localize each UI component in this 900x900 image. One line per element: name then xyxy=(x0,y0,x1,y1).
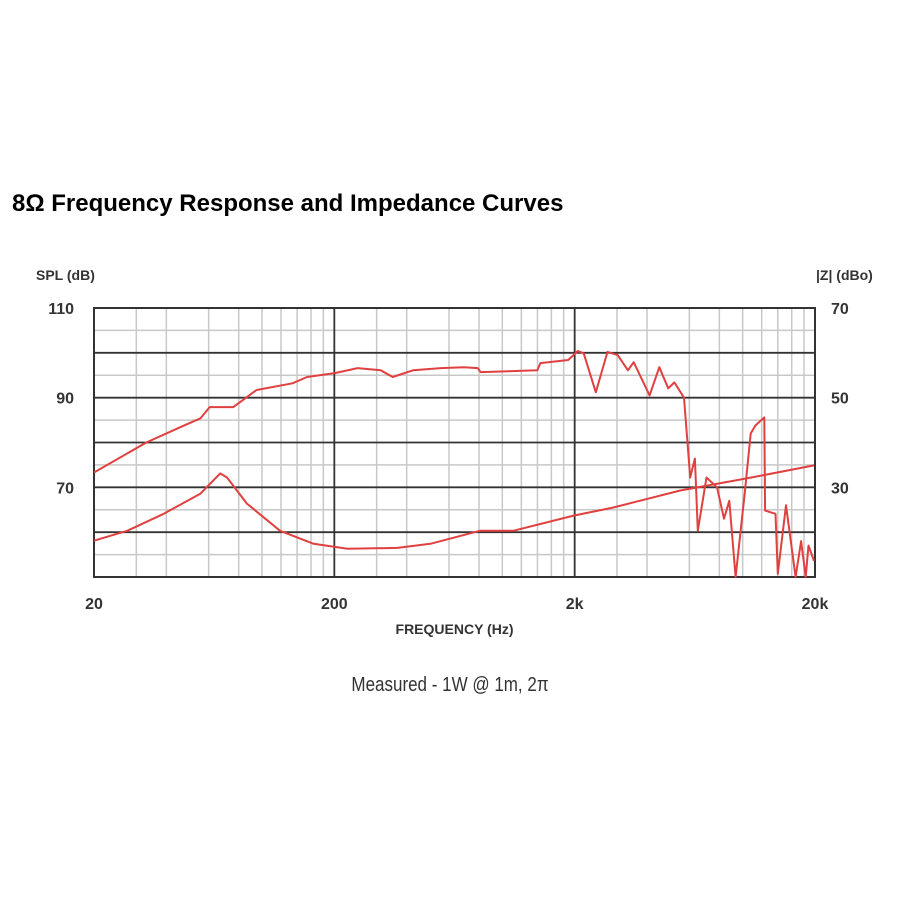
y2-tick-label: 70 xyxy=(831,301,849,318)
spl-frequency-response-line xyxy=(93,350,815,578)
y2-tick-label: 50 xyxy=(831,391,849,408)
y-tick-label: 70 xyxy=(56,480,74,497)
x-tick-label: 20k xyxy=(802,596,829,613)
measurement-note: Measured - 1W @ 1m, 2π xyxy=(351,674,549,696)
y2-tick-label: 30 xyxy=(831,480,849,497)
x-tick-label: 20 xyxy=(85,596,103,613)
x-tick-label: 200 xyxy=(321,596,348,613)
impedance-curve-line xyxy=(93,464,815,550)
y2-axis-label: |Z| (dBo) xyxy=(816,267,873,283)
y-tick-label: 90 xyxy=(56,391,74,408)
plot-frame xyxy=(93,307,816,578)
x-axis-label: FREQUENCY (Hz) xyxy=(396,621,514,637)
x-tick-label: 2k xyxy=(566,596,584,613)
y-tick-label: 110 xyxy=(48,301,74,318)
chart-title: 8Ω Frequency Response and Impedance Curv… xyxy=(12,190,564,217)
y-axis-label: SPL (dB) xyxy=(36,267,95,283)
